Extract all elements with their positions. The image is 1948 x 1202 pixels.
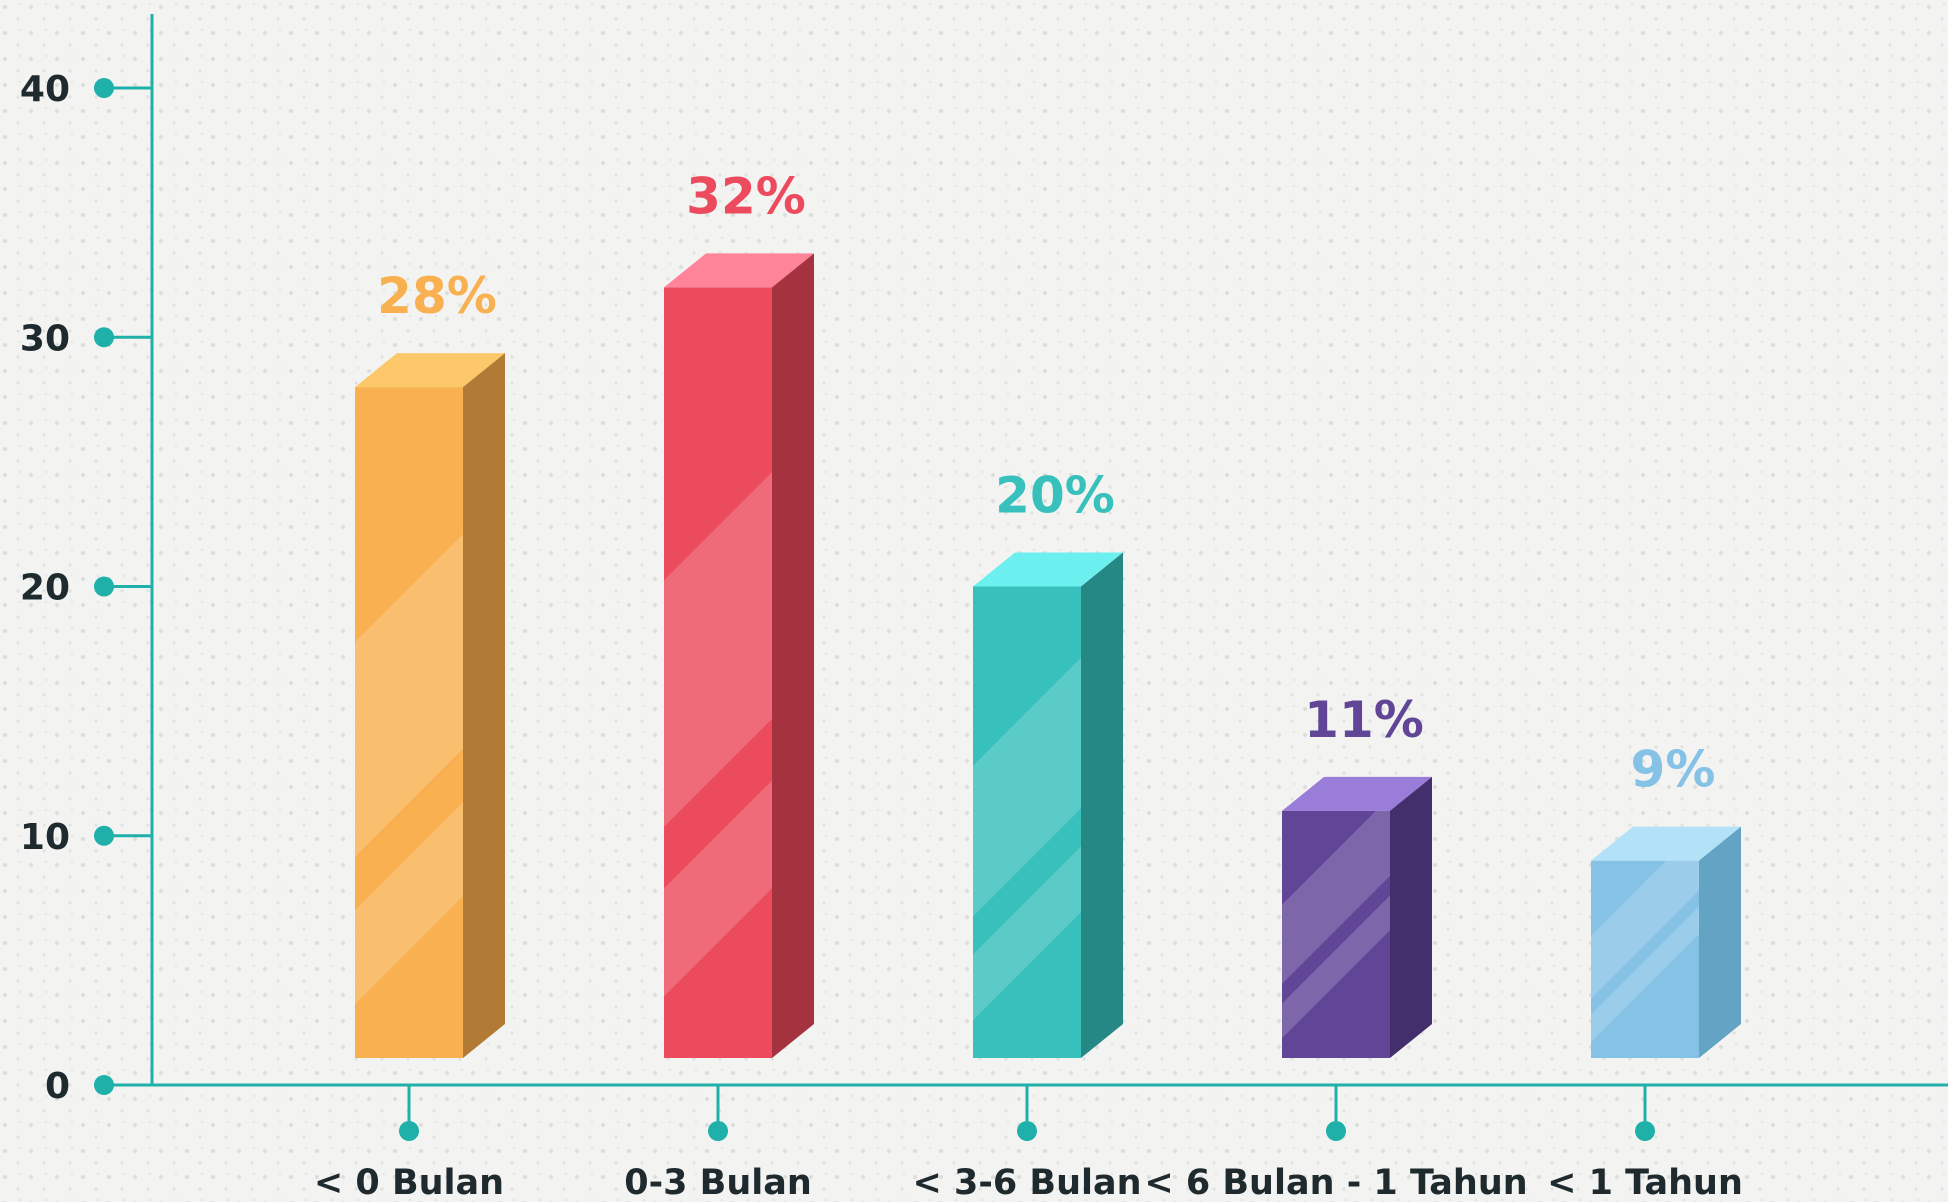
bar-front-face <box>1591 860 1699 1058</box>
y-tick-label: 20 <box>20 568 70 609</box>
y-tick-dot <box>94 1075 114 1095</box>
y-tick-label: 10 <box>20 817 70 858</box>
bar-top-face <box>973 552 1123 587</box>
bar-stripe <box>1282 895 1390 1039</box>
bar-stripe <box>664 780 772 997</box>
x-tick-dot <box>399 1121 419 1141</box>
bar-top-face <box>355 353 505 388</box>
data-label: 11% <box>1304 691 1424 749</box>
bar-stripe <box>1591 906 1699 1043</box>
bar-front-face <box>664 287 772 1058</box>
x-tick-label: < 3-6 Bulan <box>912 1163 1141 1202</box>
bar-stripes <box>355 534 463 1005</box>
x-tick-label: < 1 Tahun <box>1547 1163 1743 1202</box>
bar-stripes <box>1591 860 1699 1043</box>
data-label: 9% <box>1631 741 1716 799</box>
bar-stripes <box>1282 810 1390 1039</box>
y-tick-dot <box>94 78 114 98</box>
y-tick-label: 30 <box>20 318 70 359</box>
x-tick-dot <box>1326 1121 1346 1141</box>
bar-stripe <box>355 534 463 857</box>
bar-top-face <box>664 253 814 288</box>
bar-side-face <box>463 353 505 1059</box>
bar-stripes <box>973 657 1081 1021</box>
data-label: 28% <box>377 267 497 325</box>
x-tick-dot <box>1635 1121 1655 1141</box>
x-tick-label: < 0 Bulan <box>314 1163 504 1202</box>
y-tick-label: 0 <box>45 1066 70 1107</box>
bar-front-face <box>355 387 463 1059</box>
bar <box>664 253 814 1058</box>
bar <box>355 353 505 1059</box>
bar-stripe <box>973 657 1081 917</box>
x-tick-dot <box>1017 1121 1037 1141</box>
y-tick-dot <box>94 327 114 348</box>
bar-side-face <box>1699 826 1741 1058</box>
x-tick-label: 0-3 Bulan <box>624 1163 812 1202</box>
y-tick-dot <box>94 825 114 846</box>
bar-side-face <box>1081 552 1123 1058</box>
data-label: 32% <box>686 167 806 225</box>
bar-stripe <box>1591 860 1699 999</box>
x-tick-label: < 6 Bulan - 1 Tahun <box>1144 1163 1527 1202</box>
bar-side-face <box>1390 776 1432 1058</box>
bar-stripe <box>973 846 1081 1021</box>
bar-top-face <box>1591 826 1741 861</box>
y-tick-dot <box>94 576 114 597</box>
data-label: 20% <box>995 467 1115 525</box>
bar-stripes <box>664 472 772 997</box>
bar-stripe <box>355 802 463 1005</box>
bar-side-face <box>772 253 814 1058</box>
bar-stripe <box>664 472 772 827</box>
bar-top-face <box>1282 776 1432 811</box>
x-tick-dot <box>708 1121 728 1141</box>
bar <box>1282 776 1432 1058</box>
bar <box>973 552 1123 1058</box>
bar-front-face <box>1282 810 1390 1058</box>
bar-front-face <box>973 586 1081 1058</box>
y-tick-label: 40 <box>20 69 70 110</box>
bar <box>1591 826 1741 1058</box>
bar-stripe <box>1282 810 1390 984</box>
